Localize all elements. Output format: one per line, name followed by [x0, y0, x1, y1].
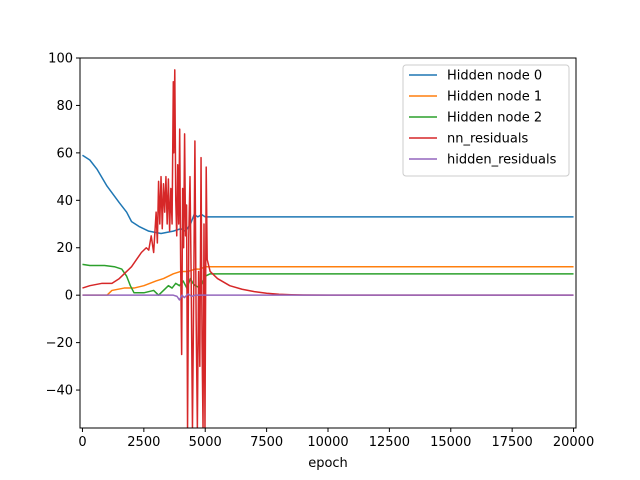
legend-box [402, 64, 570, 177]
y-tick-label: 60 [56, 146, 73, 161]
legend-label: Hidden node 2 [447, 111, 542, 126]
series-line-nn-residuals [82, 69, 574, 428]
y-tick-label: 0 [65, 289, 73, 304]
series-line-hidden-node-2 [82, 263, 574, 296]
x-tick-label: 0 [78, 435, 86, 450]
legend-label: hidden_residuals [447, 153, 557, 168]
legend: Hidden node 0 Hidden node 1 Hidden node 2 n… [402, 64, 570, 177]
y-tick-label: −40 [46, 384, 73, 399]
y-tick-label: −20 [46, 336, 73, 351]
legend-label: nn_residuals [447, 132, 528, 147]
y-tick-label: 100 [48, 52, 73, 67]
x-tick-label: 12500 [369, 435, 410, 450]
legend-label: Hidden node 0 [447, 69, 542, 84]
y-tick-label: 80 [56, 99, 73, 114]
series-layer [82, 69, 574, 428]
x-axis: 0 2500 5000 7500 10000 12500 15000 17500 20000 [78, 428, 594, 450]
legend-label: Hidden node 1 [447, 90, 542, 105]
series-line-hidden-node-1 [82, 265, 574, 296]
y-tick-label: 40 [56, 194, 73, 209]
y-tick-label: 20 [56, 241, 73, 256]
x-tick-label: 17500 [491, 435, 532, 450]
x-tick-label: 2500 [127, 435, 160, 450]
x-tick-label: 7500 [250, 435, 283, 450]
x-tick-label: 10000 [307, 435, 348, 450]
x-axis-label: epoch [308, 456, 348, 471]
series-line-hidden-residuals [82, 293, 574, 301]
x-tick-label: 15000 [430, 435, 471, 450]
x-tick-label: 5000 [189, 435, 222, 450]
x-tick-label: 20000 [553, 435, 594, 450]
y-axis: −40 −20 0 20 40 60 80 100 [46, 52, 80, 399]
